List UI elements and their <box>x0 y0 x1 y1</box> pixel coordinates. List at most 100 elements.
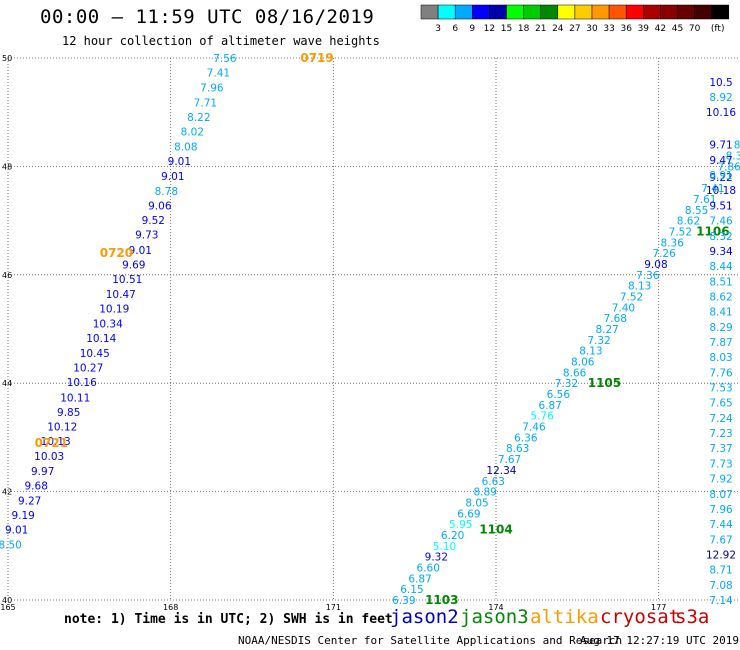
data-point-label: 7.96 <box>709 504 733 516</box>
data-point-label: 6.87 <box>539 400 562 412</box>
data-point-label: 9.68 <box>25 481 48 493</box>
data-point-label: 8.08 <box>174 141 197 153</box>
data-point-label: 8.31 <box>726 151 740 163</box>
data-point-label: 10.27 <box>73 362 103 374</box>
data-point-label: 9.19 <box>11 510 34 522</box>
y-tick-label: 48 <box>2 162 12 171</box>
track-time-label: 0719 <box>300 51 333 65</box>
colorbar-swatch <box>489 4 507 20</box>
data-point-label: 8.51 <box>709 276 732 288</box>
colorbar-swatch <box>677 4 695 20</box>
data-point-label: 7.87 <box>709 337 732 349</box>
data-point-label: 10.14 <box>86 333 116 345</box>
data-point-label: 8.71 <box>709 565 732 577</box>
track-time-label: 1103 <box>425 593 458 607</box>
chart-subtitle: 12 hour collection of altimeter wave hei… <box>62 34 380 48</box>
data-point-label: 10.45 <box>80 348 110 360</box>
colorbar-label: 33 <box>603 24 614 34</box>
colorbar-label: 70 <box>689 24 701 34</box>
data-point-label: 8.62 <box>677 216 700 228</box>
x-tick-label: 168 <box>163 603 178 612</box>
track-time-label: 1104 <box>479 523 512 537</box>
data-point-label: 8.13 <box>628 281 651 293</box>
data-point-label: 6.39 <box>392 595 415 607</box>
colorbar-label: 12 <box>484 24 495 34</box>
data-point-label: 8.22 <box>187 112 210 124</box>
y-tick-label: 40 <box>2 596 12 605</box>
y-tick-label: 44 <box>2 379 12 388</box>
data-point-label: 10.19 <box>99 303 129 315</box>
data-point-label: 8.55 <box>685 205 708 217</box>
data-point-label: 7.86 <box>717 161 740 173</box>
data-point-label: 9.01 <box>5 525 28 537</box>
track-time-label: 1106 <box>696 224 729 238</box>
data-point-label: 9.08 <box>644 259 667 271</box>
x-tick-label: 177 <box>651 603 666 612</box>
data-point-label: 10.5 <box>709 77 732 89</box>
data-point-label: 7.32 <box>555 378 578 390</box>
data-point-label: 7.92 <box>709 474 732 486</box>
data-point-label: 8.06 <box>571 357 595 369</box>
colorbar-swatch <box>437 4 456 20</box>
data-point-label: 7.65 <box>709 398 732 410</box>
data-point-label: 5.76 <box>530 411 554 423</box>
data-point-label: 8.02 <box>181 127 204 139</box>
data-point-label: 6.87 <box>408 573 431 585</box>
data-point-label: 8.89 <box>473 487 496 499</box>
data-point-label: 9.34 <box>709 246 733 258</box>
data-point-label: 7.37 <box>709 443 732 455</box>
data-point-label: 7.61 <box>693 194 716 206</box>
data-point-label: 8.50 <box>0 540 22 552</box>
data-point-label: 8.32 <box>709 231 732 243</box>
data-point-label: 9.85 <box>57 407 80 419</box>
data-point-label: 6.69 <box>457 508 480 520</box>
data-point-label: 8.63 <box>506 443 529 455</box>
data-point-label: 8.66 <box>563 367 587 379</box>
data-point-label: 8.73 <box>734 140 740 152</box>
data-point-label: 9.01 <box>161 171 184 183</box>
data-point-label: 9.01 <box>168 156 191 168</box>
data-point-label: 9.27 <box>18 495 41 507</box>
data-point-label: 12.34 <box>486 465 516 477</box>
data-point-label: 10.11 <box>60 392 90 404</box>
colorbar-swatch <box>557 4 576 20</box>
colorbar-swatch <box>506 4 524 20</box>
data-point-label: 9.22 <box>709 172 732 184</box>
data-point-label: 10.16 <box>706 107 736 119</box>
colorbar-label: 36 <box>620 24 632 34</box>
x-tick-label: 165 <box>0 603 15 612</box>
data-point-label: 9.69 <box>122 260 145 272</box>
data-point-label: 7.41 <box>207 68 230 80</box>
data-point-label: 7.67 <box>709 534 732 546</box>
colorbar-label: 27 <box>569 24 580 34</box>
data-point-label: 10.18 <box>706 185 736 197</box>
data-point-label: 9.32 <box>425 552 448 564</box>
data-point-label: 8.29 <box>709 322 732 334</box>
data-point-label: 10.13 <box>41 436 71 448</box>
data-point-label: 8.07 <box>709 489 732 501</box>
colorbar-swatch <box>711 4 730 20</box>
data-point-label: 9.01 <box>129 245 152 257</box>
x-tick-label: 174 <box>488 603 503 612</box>
data-point-label: 7.44 <box>709 519 733 531</box>
data-point-label: 8.62 <box>709 291 732 303</box>
data-point-label: 9.47 <box>709 155 732 167</box>
y-tick-label: 50 <box>2 54 12 63</box>
data-point-label: 7.46 <box>522 422 546 434</box>
data-point-label: 8.92 <box>709 92 732 104</box>
track-time-label: 0720 <box>100 246 133 260</box>
data-point-label: 6.56 <box>547 389 571 401</box>
data-point-label: 9.71 <box>709 140 732 152</box>
data-point-label: 12.92 <box>706 549 736 561</box>
colorbar-swatch <box>454 4 473 20</box>
data-point-label: 7.46 <box>709 216 733 228</box>
data-point-label: 7.56 <box>213 53 237 65</box>
data-point-label: 9.52 <box>142 215 165 227</box>
data-point-label: 10.51 <box>112 274 142 286</box>
data-point-label: 8.41 <box>709 307 732 319</box>
data-point-label: 7.32 <box>587 335 610 347</box>
data-point-label: 7.71 <box>194 97 217 109</box>
colorbar-swatch <box>591 4 610 20</box>
data-point-label: 7.26 <box>652 248 676 260</box>
legend-altika: altika <box>530 606 599 628</box>
